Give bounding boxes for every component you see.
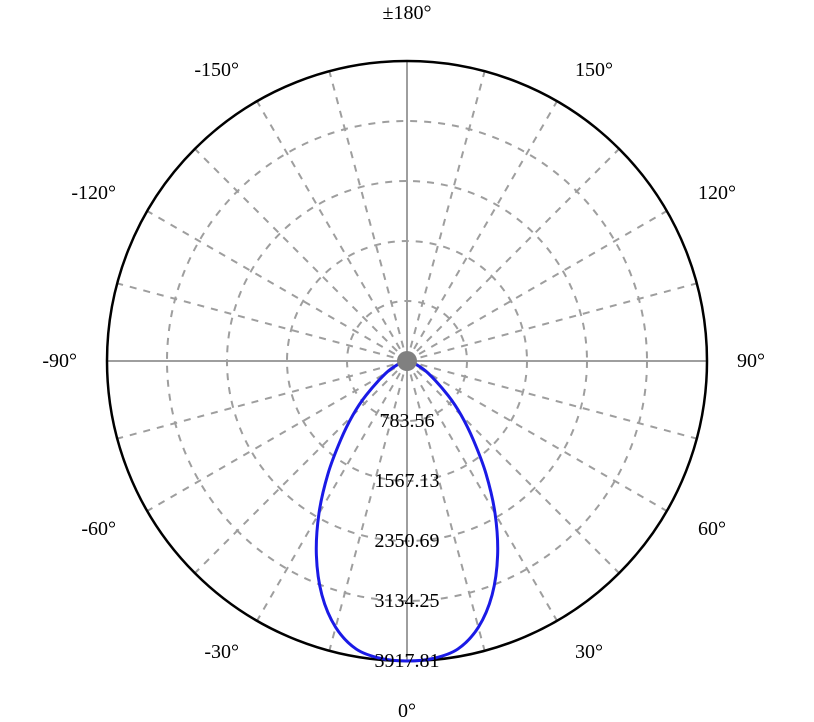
radial-tick-label: 2350.69 [375, 530, 440, 552]
angle-label: 90° [737, 350, 765, 372]
angle-label: 30° [575, 641, 603, 663]
angle-label: -150° [194, 59, 239, 81]
angle-label: 120° [698, 182, 736, 204]
angle-label: 0° [398, 700, 416, 722]
angle-label: ±180° [383, 2, 432, 24]
angle-label: 60° [698, 518, 726, 540]
radial-tick-label: 1567.13 [375, 470, 440, 492]
angle-label: -30° [204, 641, 239, 663]
angle-label: -90° [42, 350, 77, 372]
angle-label: -60° [81, 518, 116, 540]
radial-tick-label: 783.56 [380, 410, 435, 432]
angle-label: -120° [71, 182, 116, 204]
angle-label: 150° [575, 59, 613, 81]
radial-tick-label: 3134.25 [375, 590, 440, 612]
radial-tick-label: 3917.81 [375, 650, 440, 672]
polar-chart: 783.56 1567.13 2350.69 3134.25 3917.81 0° 30° 6… [0, 0, 814, 722]
